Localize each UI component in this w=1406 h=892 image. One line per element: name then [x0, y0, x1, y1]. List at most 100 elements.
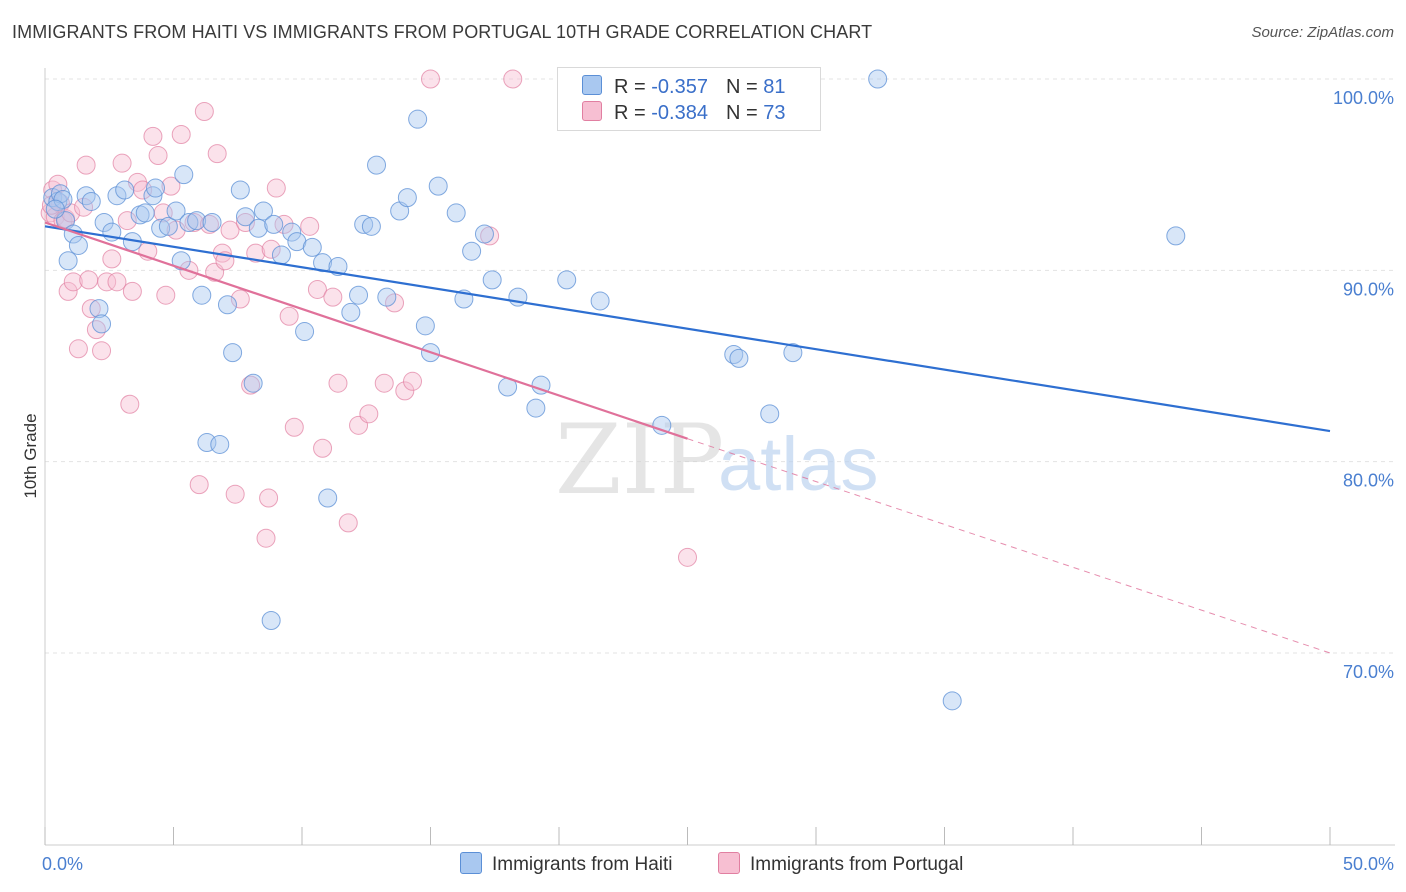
haiti-point: [271, 245, 291, 265]
portugal-point: [307, 279, 327, 299]
y-tick-labels: 70.0% 80.0% 90.0% 100.0%: [1333, 88, 1394, 682]
legend-item-portugal[interactable]: Immigrants from Portugal: [718, 852, 963, 876]
gridlines: [45, 78, 1395, 654]
axes: [44, 68, 1395, 846]
haiti-point: [202, 213, 222, 232]
portugal-point: [274, 214, 294, 234]
portugal-point: [112, 153, 132, 173]
haiti-point: [341, 302, 361, 322]
haiti-point: [261, 610, 281, 630]
portugal-point: [102, 249, 122, 269]
haiti-point: [166, 201, 186, 221]
haiti-point: [482, 270, 502, 290]
portugal-point: [122, 281, 142, 301]
series-legend: Immigrants from Haiti Immigrants from Po…: [0, 852, 1406, 878]
stats-row-haiti: R = -0.357 N = 81: [582, 75, 785, 101]
portugal-point: [261, 239, 281, 259]
haiti-point: [557, 270, 577, 290]
haiti-point: [446, 203, 466, 223]
legend-swatch-haiti: [460, 852, 482, 874]
portugal-point: [189, 475, 209, 495]
portugal-trend-line: [44, 221, 688, 440]
haiti-trend-line: [44, 225, 1331, 433]
portugal-point: [120, 394, 140, 414]
watermark-zip: ZIP: [555, 404, 724, 516]
portugal-point: [256, 528, 276, 548]
haiti-point: [143, 186, 163, 206]
portugal-point: [323, 287, 343, 307]
r-value-haiti: -0.357: [651, 76, 708, 98]
legend-label-haiti: Immigrants from Haiti: [492, 854, 673, 875]
chart-title: IMMIGRANTS FROM HAITI VS IMMIGRANTS FROM…: [12, 22, 873, 42]
haiti-point: [302, 237, 322, 257]
haiti-point: [94, 213, 114, 232]
y-tick-label: 100.0%: [1333, 88, 1394, 108]
portugal-point: [58, 281, 78, 301]
portugal-point: [63, 272, 83, 292]
portugal-point: [385, 293, 405, 313]
portugal-point: [284, 417, 304, 437]
haiti-point: [248, 218, 268, 238]
portugal-point: [230, 289, 250, 309]
y-tick-label: 80.0%: [1343, 471, 1394, 491]
haiti-point: [318, 488, 338, 508]
haiti-point: [313, 253, 333, 273]
portugal-point: [421, 69, 440, 89]
portugal-point: [313, 438, 333, 458]
portugal-swatch: [582, 101, 602, 121]
x-tick-label: 50.0%: [1343, 854, 1394, 874]
portugal-point: [678, 547, 697, 567]
portugal-point: [403, 371, 423, 391]
portugal-point: [225, 484, 245, 504]
haiti-point: [462, 241, 482, 261]
n-label: N =: [725, 76, 758, 98]
y-tick-label: 70.0%: [1343, 662, 1394, 682]
portugal-point: [503, 69, 523, 89]
portugal-point: [92, 341, 112, 361]
portugal-point: [76, 155, 96, 175]
haiti-point: [146, 178, 166, 198]
stats-row-portugal: R = -0.384 N = 73: [582, 101, 785, 127]
haiti-point: [217, 295, 237, 315]
haiti-point: [652, 415, 672, 435]
portugal-point: [97, 272, 117, 292]
haiti-point: [264, 214, 284, 234]
haiti-point: [760, 404, 780, 424]
haiti-point: [171, 251, 191, 271]
haiti-point: [1166, 226, 1186, 246]
portugal-point: [161, 176, 181, 196]
x-tick-labels: 0.0% 50.0%: [42, 854, 1394, 874]
portugal-point: [359, 404, 379, 424]
haiti-point: [115, 180, 135, 200]
haiti-point: [89, 299, 109, 319]
portugal-point: [241, 375, 261, 395]
haiti-point: [58, 251, 78, 271]
haiti-point: [223, 343, 243, 363]
haiti-point: [474, 224, 494, 244]
n-label: N =: [725, 102, 758, 124]
haiti-point: [724, 345, 744, 365]
portugal-point: [143, 126, 163, 146]
haiti-swatch: [582, 75, 602, 95]
haiti-point: [361, 216, 381, 236]
haiti-point: [377, 287, 397, 307]
portugal-point: [300, 216, 320, 236]
haiti-point: [235, 207, 255, 227]
portugal-point: [220, 220, 240, 240]
legend-item-haiti[interactable]: Immigrants from Haiti: [460, 852, 673, 876]
haiti-point: [151, 218, 171, 238]
r-value-portugal: -0.384: [651, 102, 708, 124]
haiti-point: [408, 109, 428, 129]
portugal-point: [338, 513, 358, 533]
portugal-point: [171, 124, 191, 144]
haiti-point: [192, 285, 212, 305]
r-label: R =: [614, 76, 646, 98]
haiti-point: [428, 176, 448, 196]
r-label: R =: [614, 102, 646, 124]
chart-source: Source: ZipAtlas.com: [1251, 24, 1394, 41]
watermark-atlas: atlas: [718, 422, 879, 507]
haiti-point: [295, 322, 315, 342]
y-tick-label: 90.0%: [1343, 279, 1394, 299]
portugal-point: [259, 488, 279, 508]
